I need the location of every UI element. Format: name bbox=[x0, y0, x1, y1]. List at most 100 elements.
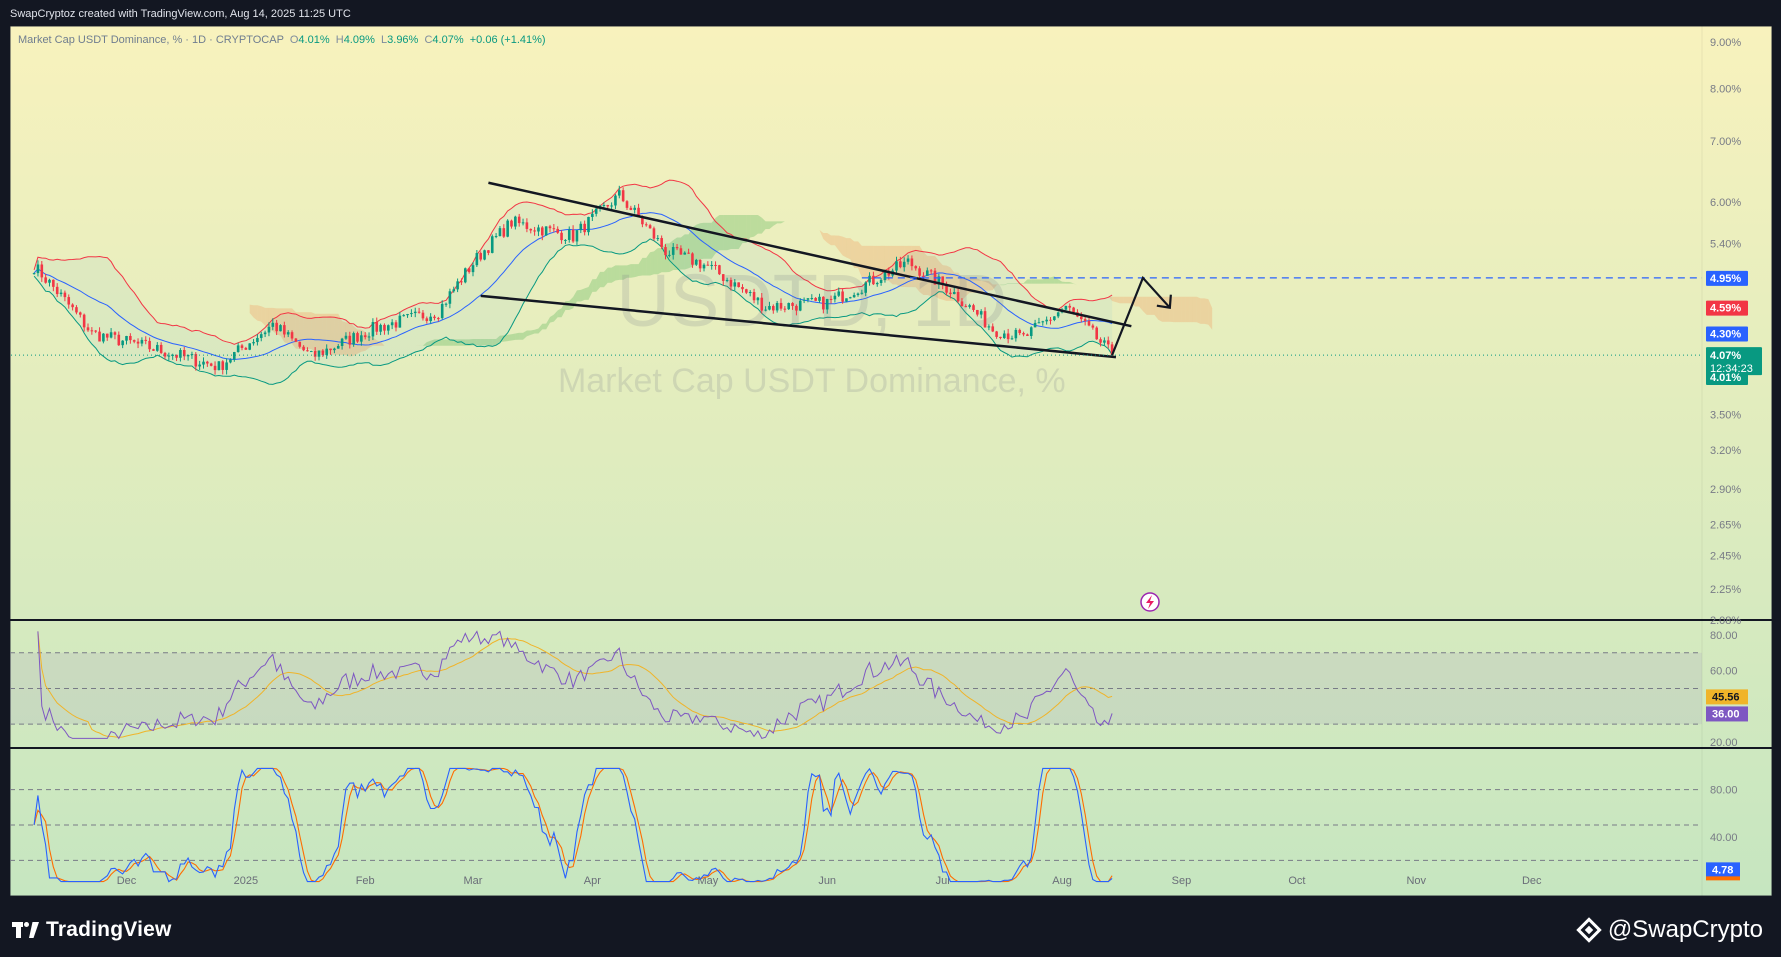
cloud-segment bbox=[861, 245, 866, 278]
candle-body bbox=[629, 207, 633, 210]
cloud-segment bbox=[823, 232, 828, 243]
cloud-segment bbox=[646, 252, 651, 276]
candle-body bbox=[117, 334, 121, 346]
candle-body bbox=[868, 275, 871, 283]
cloud-segment bbox=[1177, 296, 1182, 323]
candle-body bbox=[52, 279, 55, 287]
cloud-segment bbox=[1000, 284, 1005, 286]
legend-high-label: H bbox=[335, 34, 344, 46]
candle-body bbox=[614, 195, 617, 206]
rsi-line bbox=[37, 630, 1113, 740]
cloud-segment bbox=[492, 339, 497, 346]
candle-body bbox=[213, 365, 217, 371]
candle-body bbox=[44, 277, 47, 283]
price-chart[interactable]: USDTD, 1D Market Cap USDT Dominance, % 9.0… bbox=[10, 26, 1772, 896]
candle-body bbox=[456, 281, 459, 290]
candle-body bbox=[976, 309, 979, 315]
candle-body bbox=[618, 190, 621, 196]
candle-body bbox=[910, 258, 914, 267]
candle-body bbox=[806, 298, 810, 300]
candle-body bbox=[583, 223, 586, 233]
cloud-segment bbox=[615, 265, 620, 281]
candle-body bbox=[929, 270, 933, 272]
cloud-segment bbox=[1154, 296, 1159, 320]
bottom-bar: TradingView @SwapCrypto bbox=[0, 896, 1781, 957]
cloud-segment bbox=[677, 237, 681, 271]
candle-body bbox=[55, 286, 59, 295]
chart-area[interactable]: USDTD, 1D Market Cap USDT Dominance, % 9.0… bbox=[10, 26, 1772, 896]
candle-body bbox=[217, 361, 221, 371]
candle-body bbox=[964, 306, 968, 308]
candle-body bbox=[956, 291, 960, 302]
candle-body bbox=[887, 271, 891, 276]
candle-body bbox=[941, 276, 944, 285]
candle-body bbox=[833, 295, 837, 300]
candle-body bbox=[983, 311, 987, 328]
candle-body bbox=[502, 228, 506, 237]
candle-body bbox=[768, 305, 771, 310]
candle-body bbox=[1006, 333, 1010, 340]
candle-body bbox=[864, 282, 867, 293]
candle-body bbox=[317, 350, 321, 357]
cloud-segment bbox=[553, 310, 558, 322]
cloud-segment bbox=[1189, 296, 1193, 323]
cloud-segment bbox=[523, 330, 527, 340]
cloud-segment bbox=[746, 215, 751, 243]
candle-body bbox=[71, 304, 74, 308]
candle-body bbox=[760, 297, 764, 311]
candle-body bbox=[1080, 316, 1083, 320]
cloud-segment bbox=[1035, 279, 1039, 284]
rsi-tick-label: 80.00 bbox=[1710, 630, 1738, 642]
candle-body bbox=[190, 354, 194, 356]
watermark-title: Market Cap USDT Dominance, % bbox=[558, 362, 1066, 400]
cloud-segment bbox=[561, 301, 566, 318]
time-tick-label: Jun bbox=[818, 875, 836, 887]
candle-body bbox=[745, 289, 748, 293]
cloud-segment bbox=[319, 313, 323, 353]
candle-body bbox=[402, 315, 405, 317]
candle-body bbox=[575, 230, 579, 242]
candle-body bbox=[506, 220, 509, 237]
candle-body bbox=[1026, 334, 1029, 336]
cloud-segment bbox=[1062, 281, 1066, 284]
cloud-segment bbox=[488, 339, 493, 346]
candle-body bbox=[267, 326, 271, 333]
candle-body bbox=[556, 228, 559, 233]
candle-body bbox=[348, 335, 352, 345]
candle-body bbox=[949, 292, 952, 295]
cloud-segment bbox=[519, 332, 524, 340]
candle-body bbox=[360, 335, 363, 342]
candle-body bbox=[841, 291, 844, 302]
candle-body bbox=[856, 293, 860, 296]
cloud-segment bbox=[838, 235, 843, 256]
stoch-tick-label: 80.00 bbox=[1710, 785, 1738, 797]
candle-body bbox=[259, 334, 263, 338]
cloud-segment bbox=[611, 265, 616, 283]
candle-body bbox=[387, 325, 390, 331]
price-tick-label: 3.50% bbox=[1710, 410, 1741, 422]
candle-body bbox=[818, 296, 821, 301]
candle-body bbox=[691, 253, 694, 265]
tradingview-logo[interactable]: TradingView bbox=[12, 918, 172, 942]
cloud-segment bbox=[1112, 296, 1116, 303]
cloud-segment bbox=[1046, 277, 1051, 284]
cloud-segment bbox=[673, 237, 678, 271]
candle-body bbox=[814, 298, 817, 301]
candle-body bbox=[668, 254, 671, 256]
candle-body bbox=[1045, 319, 1048, 322]
candle-body bbox=[1053, 316, 1056, 321]
candle-body bbox=[702, 264, 706, 269]
cloud-segment bbox=[526, 330, 531, 337]
candle-body bbox=[467, 268, 471, 273]
cloud-segment bbox=[496, 335, 500, 346]
projection-arrowhead bbox=[1156, 294, 1172, 309]
candle-body bbox=[698, 259, 702, 269]
candle-body bbox=[895, 261, 898, 271]
candle-body bbox=[906, 258, 910, 262]
watermark-symbol: USDTD, 1D bbox=[616, 259, 1007, 342]
cloud-segment bbox=[938, 260, 943, 300]
candle-body bbox=[591, 213, 594, 217]
candle-body bbox=[132, 340, 136, 342]
candle-body bbox=[363, 335, 367, 338]
cloud-segment bbox=[1069, 281, 1074, 284]
